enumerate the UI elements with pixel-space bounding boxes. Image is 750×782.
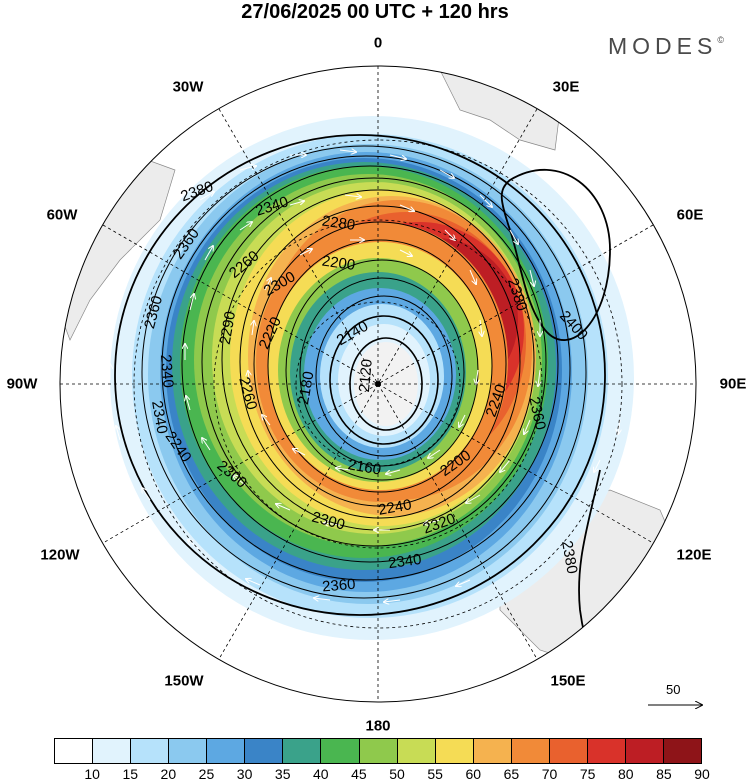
contour-label: 2340 bbox=[157, 354, 177, 389]
contour-2260 bbox=[239, 205, 521, 519]
contour-2320 bbox=[181, 165, 559, 563]
contour-2160 bbox=[315, 295, 453, 457]
lon-label-180: 180 bbox=[365, 717, 391, 735]
contour-label: 2360 bbox=[321, 576, 356, 596]
colorbar-swatch bbox=[397, 739, 436, 763]
colorbar-tick-label: 90 bbox=[694, 766, 710, 782]
brand-copyright-mark: © bbox=[717, 35, 724, 46]
contour-2140 bbox=[329, 315, 439, 445]
colorbar-tick-label: 20 bbox=[160, 766, 177, 782]
contour-2360 bbox=[141, 145, 587, 599]
lon-label-120e: 120E bbox=[676, 546, 712, 564]
colorbar-tick-label: 50 bbox=[389, 766, 405, 782]
contour-label: 2290 bbox=[217, 310, 240, 346]
south-pole-dot bbox=[375, 381, 381, 387]
colorbar-tick-labels: 10 15 20 25 30 35 40 45 50 55 60 65 70 75 80 85 90 bbox=[54, 766, 709, 782]
colorbar-swatch bbox=[321, 739, 360, 763]
contour-label: 2200 bbox=[321, 253, 356, 274]
colorbar-swatch bbox=[435, 739, 474, 763]
colorbar-swatch bbox=[473, 739, 512, 763]
lon-label-60w: 60W bbox=[46, 206, 78, 224]
colorbar-swatch bbox=[283, 739, 322, 763]
colorbar-swatch bbox=[664, 739, 702, 763]
map-boundary bbox=[59, 65, 697, 703]
contour-2400-cell bbox=[500, 168, 611, 341]
contour-label: 2120 bbox=[356, 358, 376, 393]
contour-2380 bbox=[114, 134, 606, 616]
colorbar-swatch bbox=[169, 739, 208, 763]
colorbar-tick-label: 10 bbox=[84, 766, 100, 782]
height-contours bbox=[60, 134, 611, 701]
contour-label: 2160 bbox=[347, 456, 383, 479]
colorbar-tick-label: 60 bbox=[465, 766, 482, 782]
colorbar-swatch bbox=[245, 739, 284, 763]
colorbar-swatch bbox=[511, 739, 550, 763]
colorbar-tick-label: 55 bbox=[427, 766, 443, 782]
colorbar-swatch bbox=[359, 739, 398, 763]
contour-label: 2360 bbox=[525, 395, 549, 431]
colorbar-swatch bbox=[207, 739, 246, 763]
graticule bbox=[60, 66, 696, 702]
land-africa bbox=[439, 66, 561, 151]
colorbar-tick-label: 35 bbox=[274, 766, 291, 782]
contour-label: 2340 bbox=[148, 399, 171, 435]
contour-label: 2340 bbox=[387, 551, 422, 572]
colorbar-tick-label: 45 bbox=[351, 766, 367, 782]
map-title: 27/06/2025 00 UTC + 120 hrs bbox=[241, 1, 509, 23]
colorbar-tick-label: 65 bbox=[503, 766, 520, 782]
colorbar-tick-label: 75 bbox=[579, 766, 596, 782]
colorbar-tick-label: 85 bbox=[656, 766, 672, 782]
contour-label: 2240 bbox=[377, 496, 413, 519]
contour-2340 bbox=[161, 155, 571, 581]
lon-label-0: 0 bbox=[373, 34, 383, 52]
colorbar-swatch bbox=[131, 739, 170, 763]
colorbar-tick-label: 80 bbox=[617, 766, 634, 782]
lon-label-90e: 90E bbox=[719, 375, 747, 393]
wind-speed-field bbox=[60, 66, 696, 702]
colorbar-swatch bbox=[625, 739, 664, 763]
contour-2240 bbox=[253, 221, 507, 507]
lon-label-90w: 90W bbox=[6, 375, 38, 393]
colorbar-tick-label: 25 bbox=[198, 766, 215, 782]
colorbar-swatch bbox=[55, 739, 94, 763]
wind-vectors bbox=[110, 129, 640, 602]
contour-label: 2180 bbox=[295, 370, 318, 406]
vector-scale-label: 50 bbox=[666, 682, 681, 697]
lon-label-30w: 30W bbox=[172, 78, 204, 96]
contour-label: 2380 bbox=[558, 539, 581, 575]
colorbar-tick-label: 40 bbox=[313, 766, 329, 782]
colorbar-tick-label: 15 bbox=[122, 766, 139, 782]
lon-label-60e: 60E bbox=[676, 206, 704, 224]
colorbar-swatch bbox=[549, 739, 588, 763]
colorbar-tick-label: 30 bbox=[236, 766, 253, 782]
jet-bands bbox=[110, 116, 634, 640]
brand-logo: MODES© bbox=[608, 33, 724, 60]
lon-label-150w: 150W bbox=[164, 672, 204, 690]
contour-2300 bbox=[201, 177, 547, 547]
colorbar-swatch bbox=[587, 739, 626, 763]
contour-label: 2280 bbox=[321, 213, 356, 234]
brand-text: MODES bbox=[608, 33, 718, 59]
contour-2220 bbox=[267, 239, 493, 493]
colorbar-tick-label: 70 bbox=[541, 766, 558, 782]
contour-2180 bbox=[299, 277, 465, 467]
colorbar-swatch bbox=[93, 739, 132, 763]
lon-label-30e: 30E bbox=[552, 78, 580, 96]
lon-label-150e: 150E bbox=[550, 672, 586, 690]
colorbar bbox=[54, 738, 702, 764]
lon-label-120w: 120W bbox=[40, 546, 80, 564]
